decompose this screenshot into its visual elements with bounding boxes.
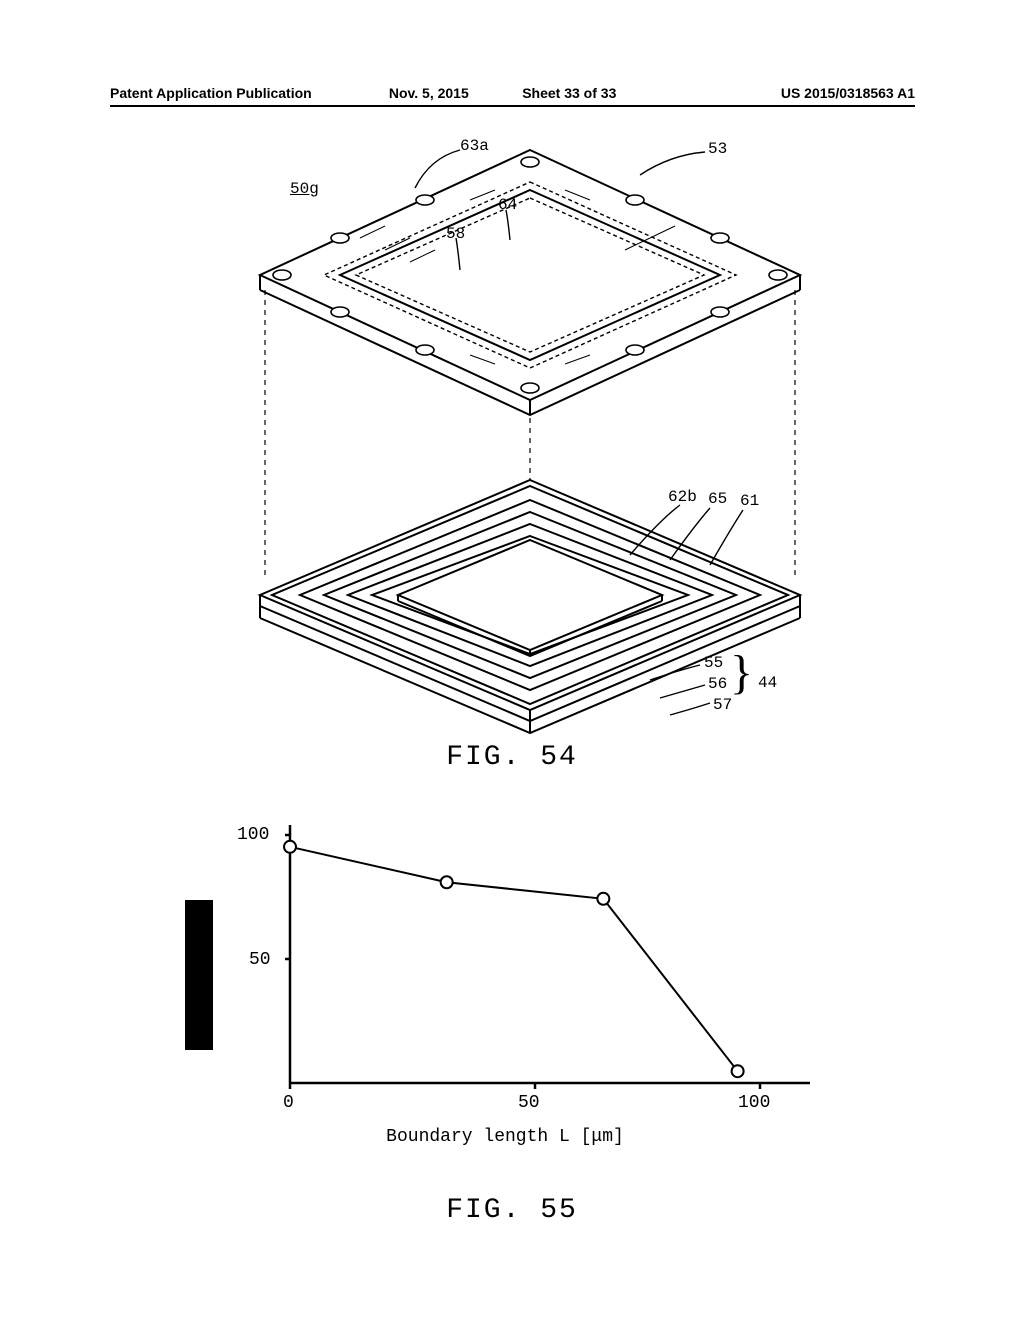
header-publication: Patent Application Publication	[110, 85, 389, 105]
fig55-caption: FIG. 55	[0, 1195, 1024, 1226]
ref-58: 58	[446, 225, 465, 243]
ref-65: 65	[708, 490, 727, 508]
fig54-diagram: 50g 63a 53 64 58 62b 65 61 55 56 57 } 44	[210, 140, 850, 740]
page-header: Patent Application Publication Nov. 5, 2…	[110, 85, 915, 107]
ref-64: 64	[498, 196, 517, 214]
brace-44: }	[730, 645, 753, 700]
y-axis-block	[185, 900, 213, 1050]
y-tick-50: 50	[249, 950, 271, 970]
ref-50g: 50g	[290, 180, 319, 198]
ref-63a: 63a	[460, 137, 489, 155]
ref-44: 44	[758, 674, 777, 692]
y-tick-100: 100	[237, 825, 269, 845]
header-sheet: Sheet 33 of 33	[522, 85, 697, 105]
fig55-chart: 100 50 0 50 100 Boundary length L [μm]	[185, 815, 825, 1165]
x-tick-100: 100	[738, 1093, 770, 1113]
ref-55: 55	[704, 654, 723, 672]
x-tick-50: 50	[518, 1093, 540, 1113]
ref-53: 53	[708, 140, 727, 158]
fig54-caption: FIG. 54	[0, 742, 1024, 773]
header-date: Nov. 5, 2015	[389, 85, 522, 105]
ref-62b: 62b	[668, 488, 697, 506]
ref-56: 56	[708, 675, 727, 693]
header-pubno: US 2015/0318563 A1	[697, 85, 915, 105]
x-axis-label: Boundary length L [μm]	[185, 1127, 825, 1147]
x-tick-0: 0	[283, 1093, 294, 1113]
ref-61: 61	[740, 492, 759, 510]
